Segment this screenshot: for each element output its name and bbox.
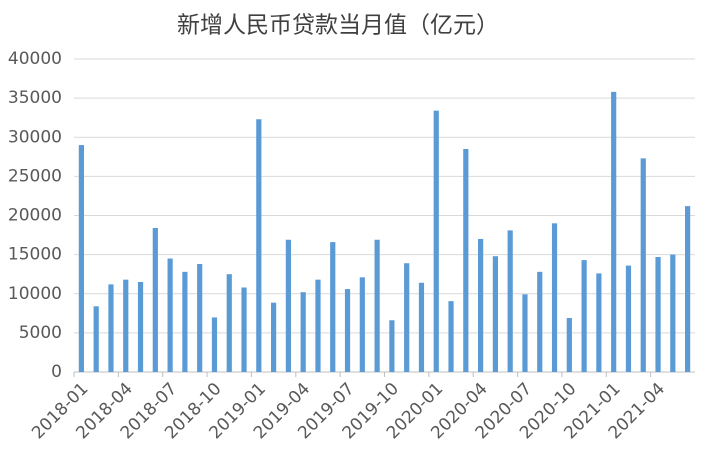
y-tick-label: 15000 bbox=[8, 245, 62, 265]
bar bbox=[522, 294, 528, 372]
y-tick-label: 40000 bbox=[8, 49, 62, 69]
bar bbox=[359, 277, 365, 372]
bar bbox=[93, 306, 99, 372]
bar bbox=[551, 223, 558, 372]
y-tick-label: 0 bbox=[51, 362, 62, 382]
bar bbox=[330, 242, 336, 372]
bar bbox=[478, 238, 484, 372]
bar bbox=[167, 258, 173, 372]
bar bbox=[285, 239, 291, 372]
bar bbox=[404, 263, 410, 372]
y-tick-label: 10000 bbox=[8, 284, 62, 304]
bar bbox=[581, 260, 587, 372]
bar bbox=[596, 273, 602, 372]
y-tick-label: 20000 bbox=[8, 206, 62, 226]
bar bbox=[300, 292, 306, 372]
bar bbox=[418, 282, 425, 372]
bar bbox=[137, 282, 144, 372]
bar bbox=[78, 145, 84, 372]
bar bbox=[226, 274, 232, 372]
bar bbox=[655, 256, 661, 372]
bar bbox=[448, 301, 454, 372]
bar bbox=[315, 279, 321, 372]
bar bbox=[670, 254, 676, 372]
bar bbox=[211, 317, 218, 372]
y-tick-label: 5000 bbox=[19, 323, 62, 343]
bar bbox=[566, 318, 572, 372]
bar bbox=[463, 148, 469, 372]
bar bbox=[197, 264, 203, 372]
chart-title: 新增人民币贷款当月值（亿元） bbox=[177, 13, 499, 39]
bar bbox=[685, 206, 691, 372]
bar bbox=[123, 279, 129, 372]
bar bbox=[389, 320, 395, 372]
bar bbox=[241, 287, 247, 372]
bar bbox=[271, 302, 277, 372]
bar bbox=[537, 271, 543, 372]
bar bbox=[625, 265, 632, 372]
bar bbox=[507, 230, 513, 372]
bar bbox=[108, 284, 114, 372]
bar bbox=[433, 110, 439, 373]
y-tick-label: 30000 bbox=[8, 127, 62, 147]
bar bbox=[152, 228, 158, 372]
bar bbox=[182, 271, 188, 372]
bar bbox=[492, 256, 498, 372]
bar bbox=[374, 239, 380, 372]
y-tick-label: 25000 bbox=[8, 166, 62, 186]
bar bbox=[640, 158, 646, 372]
bar bbox=[344, 289, 351, 372]
bar bbox=[611, 91, 617, 373]
y-tick-label: 35000 bbox=[8, 88, 62, 108]
bar bbox=[256, 119, 262, 372]
